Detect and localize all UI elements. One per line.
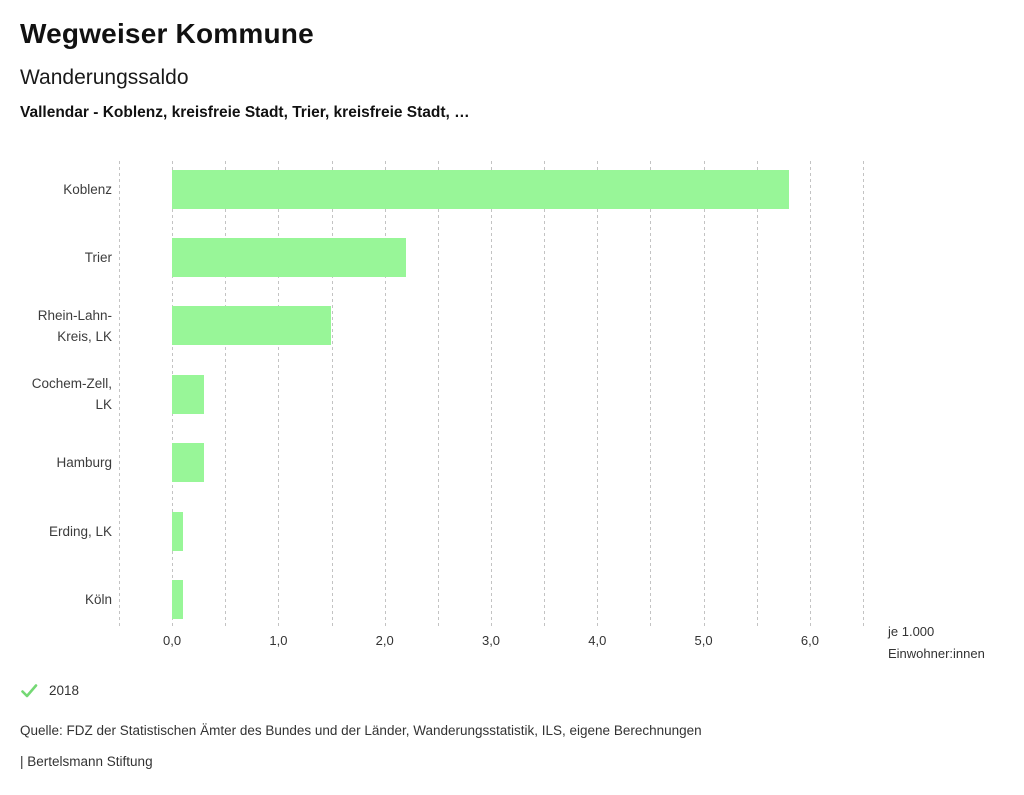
gridline bbox=[756, 161, 758, 628]
bar-trier bbox=[172, 237, 406, 277]
category-label: Rhein-Lahn- Kreis, LK bbox=[0, 305, 112, 347]
bar-cochem-zell-lk bbox=[172, 374, 204, 414]
region-selection-subtitle: Vallendar - Koblenz, kreisfreie Stadt, T… bbox=[20, 104, 470, 121]
legend-year-label: 2018 bbox=[49, 683, 80, 698]
x-axis-unit-line2: Einwohner:innen bbox=[888, 645, 985, 661]
gridline bbox=[119, 161, 120, 628]
x-tick-label: 0,0 bbox=[163, 633, 182, 648]
bar-rhein-lahn-kreis-lk bbox=[172, 306, 332, 346]
gridline bbox=[278, 161, 280, 628]
x-tick-label: 3,0 bbox=[481, 633, 501, 648]
gridline bbox=[384, 161, 386, 628]
category-label-line: LK bbox=[95, 397, 112, 413]
category-label-line: Koblenz bbox=[63, 181, 112, 197]
x-axis-unit-line1: je 1.000 bbox=[888, 624, 935, 639]
gridline bbox=[437, 161, 439, 628]
app-title: Wegweiser Kommune bbox=[20, 18, 314, 49]
category-label-line: Cochem-Zell, bbox=[31, 376, 112, 392]
check-icon bbox=[21, 683, 38, 698]
gridline bbox=[544, 161, 546, 628]
gridline bbox=[597, 161, 599, 628]
bar-köln bbox=[172, 579, 183, 619]
bar-koblenz bbox=[172, 169, 789, 209]
gridline bbox=[225, 161, 227, 628]
category-label: Hamburg bbox=[0, 452, 112, 473]
x-axis-unit-label: je 1.000 Einwohner:innen bbox=[888, 621, 985, 664]
bar-erding-lk bbox=[172, 511, 183, 551]
x-tick-label: 1,0 bbox=[269, 633, 288, 648]
category-label-line: Hamburg bbox=[56, 455, 112, 471]
gridline bbox=[491, 161, 492, 628]
category-label-line: Trier bbox=[84, 249, 112, 265]
gridline bbox=[863, 161, 864, 628]
category-label: Köln bbox=[0, 589, 112, 610]
category-label: Cochem-Zell, LK bbox=[0, 373, 112, 415]
category-label-line: Erding, LK bbox=[48, 523, 112, 539]
gridline bbox=[809, 161, 811, 628]
category-label-line: Rhein-Lahn- bbox=[37, 307, 112, 323]
x-tick-label: 2,0 bbox=[375, 633, 394, 648]
category-label: Koblenz bbox=[0, 179, 112, 200]
source-text: Quelle: FDZ der Statistischen Ämter des … bbox=[20, 723, 702, 738]
gridline bbox=[650, 161, 652, 628]
legend-item-2018[interactable]: 2018 bbox=[21, 683, 79, 698]
x-tick-label: 5,0 bbox=[694, 633, 713, 648]
category-label: Erding, LK bbox=[0, 521, 112, 542]
indicator-title: Wanderungssaldo bbox=[20, 66, 189, 89]
gridline bbox=[331, 161, 333, 628]
category-label-line: Köln bbox=[84, 591, 112, 607]
gridline bbox=[703, 161, 705, 628]
bar-hamburg bbox=[172, 443, 204, 483]
attribution-text: | Bertelsmann Stiftung bbox=[20, 754, 153, 769]
x-tick-label: 4,0 bbox=[588, 633, 607, 648]
x-tick-label: 6,0 bbox=[800, 633, 819, 648]
category-label: Trier bbox=[0, 247, 112, 268]
category-label-line: Kreis, LK bbox=[57, 328, 112, 344]
